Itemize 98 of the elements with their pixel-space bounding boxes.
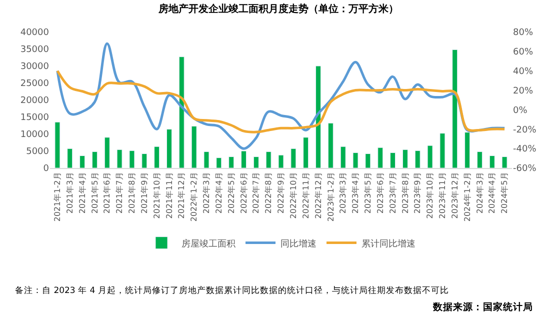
bar xyxy=(290,148,296,168)
bar xyxy=(452,49,458,168)
x-tick-label: 2023年3月 xyxy=(338,172,348,214)
bar xyxy=(54,122,60,168)
x-tick-label: 2022年10月 xyxy=(289,172,298,219)
x-tick-label: 2021年7月 xyxy=(115,172,124,214)
bar xyxy=(489,156,495,168)
x-tick-label: 2023年7月 xyxy=(388,172,398,214)
x-tick-label: 2022年6月 xyxy=(239,172,248,214)
bar xyxy=(476,151,482,168)
x-tick-label: 2021年11月 xyxy=(164,172,174,219)
x-tick-label: 2022年8月 xyxy=(264,172,274,214)
x-tick-label: 2021年1-2月 xyxy=(53,172,62,222)
bar xyxy=(92,151,98,168)
source-note: 数据来源：国家统计局 xyxy=(432,301,533,313)
bar xyxy=(166,128,172,168)
x-tick-label: 2022年3月 xyxy=(202,172,212,214)
bar xyxy=(178,56,184,168)
bar xyxy=(204,151,210,168)
x-tick-label: 2024年4月 xyxy=(488,172,497,214)
x-tick-label: 2022年4月 xyxy=(214,172,224,214)
bar xyxy=(191,126,197,168)
bar xyxy=(365,153,371,168)
y-tick-label: 10000 xyxy=(20,130,50,140)
bar xyxy=(328,122,334,168)
y2-tick-label: 80% xyxy=(513,28,534,38)
x-tick-label: 2021年8月 xyxy=(128,172,137,214)
x-tick-label: 2021年4月 xyxy=(78,172,87,214)
x-tick-label: 2022年9月 xyxy=(276,172,286,214)
y-tick-label: 35000 xyxy=(20,45,50,56)
legend-label: 累计同比增速 xyxy=(362,238,416,250)
legend-label: 房屋竣工面积 xyxy=(182,238,236,250)
chart-title: 房地产开发企业竣工面积月度走势（单位：万平方米） xyxy=(158,2,398,15)
y2-tick-label: 60% xyxy=(513,48,534,58)
bar xyxy=(316,66,321,168)
line-series xyxy=(56,70,506,134)
y2-tick-label: 20% xyxy=(513,86,534,96)
text: 备注：自 2023 年 4 月起，统计局修订了房地产数据累计同比数据的统计口径，与统计局往期发布数据不可比 xyxy=(15,285,449,296)
bar xyxy=(464,132,470,168)
x-tick-label: 2022年5月 xyxy=(226,172,236,214)
y2-tick-label: 0% xyxy=(513,106,528,116)
x-tick-label: 2021年9月 xyxy=(140,172,149,214)
x-tick-label: 2022年12月 xyxy=(314,172,323,219)
bar xyxy=(216,158,222,168)
x-tick-label: 2022年11月 xyxy=(301,172,310,219)
x-tick-label: 2021年10月 xyxy=(152,172,162,219)
bar xyxy=(228,156,234,168)
x-tick-label: 2023年12月 xyxy=(450,172,460,219)
x-tick-label: 2023年5月 xyxy=(364,172,373,214)
y-tick-label: 5000 xyxy=(26,147,50,158)
bar xyxy=(352,152,358,168)
x-tick-label: 2023年8月 xyxy=(400,172,410,214)
bar xyxy=(154,146,160,168)
bar xyxy=(378,147,384,168)
x-tick-label: 2023年6月 xyxy=(376,172,385,214)
y-tick-label: 40000 xyxy=(20,28,50,38)
bar xyxy=(414,150,420,168)
bar xyxy=(340,146,346,168)
bar xyxy=(390,152,396,168)
y-tick-label: 20000 xyxy=(20,96,50,106)
x-tick-label: 2023年11月 xyxy=(438,172,448,219)
x-tick-label: 2024年5月 xyxy=(500,172,510,214)
bar xyxy=(142,153,148,168)
y2-tick-label: -20% xyxy=(513,125,537,136)
x-tick-label: 2021年3月 xyxy=(65,172,74,214)
y2-tick-label: -40% xyxy=(513,144,537,155)
x-tick-label: 2022年7月 xyxy=(252,172,261,214)
x-tick-label: 2023年10月 xyxy=(426,172,435,219)
bar xyxy=(104,137,110,168)
bar xyxy=(266,151,272,168)
y-tick-label: 0 xyxy=(43,164,50,174)
bar xyxy=(440,133,446,168)
bar xyxy=(241,150,246,168)
bar xyxy=(80,156,86,168)
x-tick-label: 2024年3月 xyxy=(475,172,484,214)
y2-tick-label: -60% xyxy=(513,164,537,174)
x-tick-label: 2021年5月 xyxy=(90,172,100,214)
bar xyxy=(427,145,433,168)
x-tick-label: 2024年1-2月 xyxy=(462,172,472,222)
y-tick-label: 25000 xyxy=(20,79,50,90)
bar xyxy=(402,149,408,168)
bar xyxy=(253,156,259,168)
legend-label: 同比增速 xyxy=(280,238,316,250)
bar xyxy=(303,137,309,168)
x-tick-label: 2022年1-2月 xyxy=(190,172,199,222)
x-tick-label: 2023年1-2月 xyxy=(326,172,336,222)
bar xyxy=(67,148,73,168)
bar xyxy=(502,156,508,168)
y-tick-label: 15000 xyxy=(20,113,50,124)
bar xyxy=(278,154,284,168)
bar xyxy=(116,149,122,168)
x-tick-label: 2023年9月 xyxy=(413,172,422,214)
x-tick-label: 2021年12月 xyxy=(177,172,186,219)
x-tick-label: 2021年6月 xyxy=(102,172,112,214)
y2-tick-label: 40% xyxy=(513,67,534,78)
x-tick-label: 2023年4月 xyxy=(351,172,360,214)
y-tick-label: 30000 xyxy=(20,62,50,72)
bar xyxy=(129,150,135,168)
